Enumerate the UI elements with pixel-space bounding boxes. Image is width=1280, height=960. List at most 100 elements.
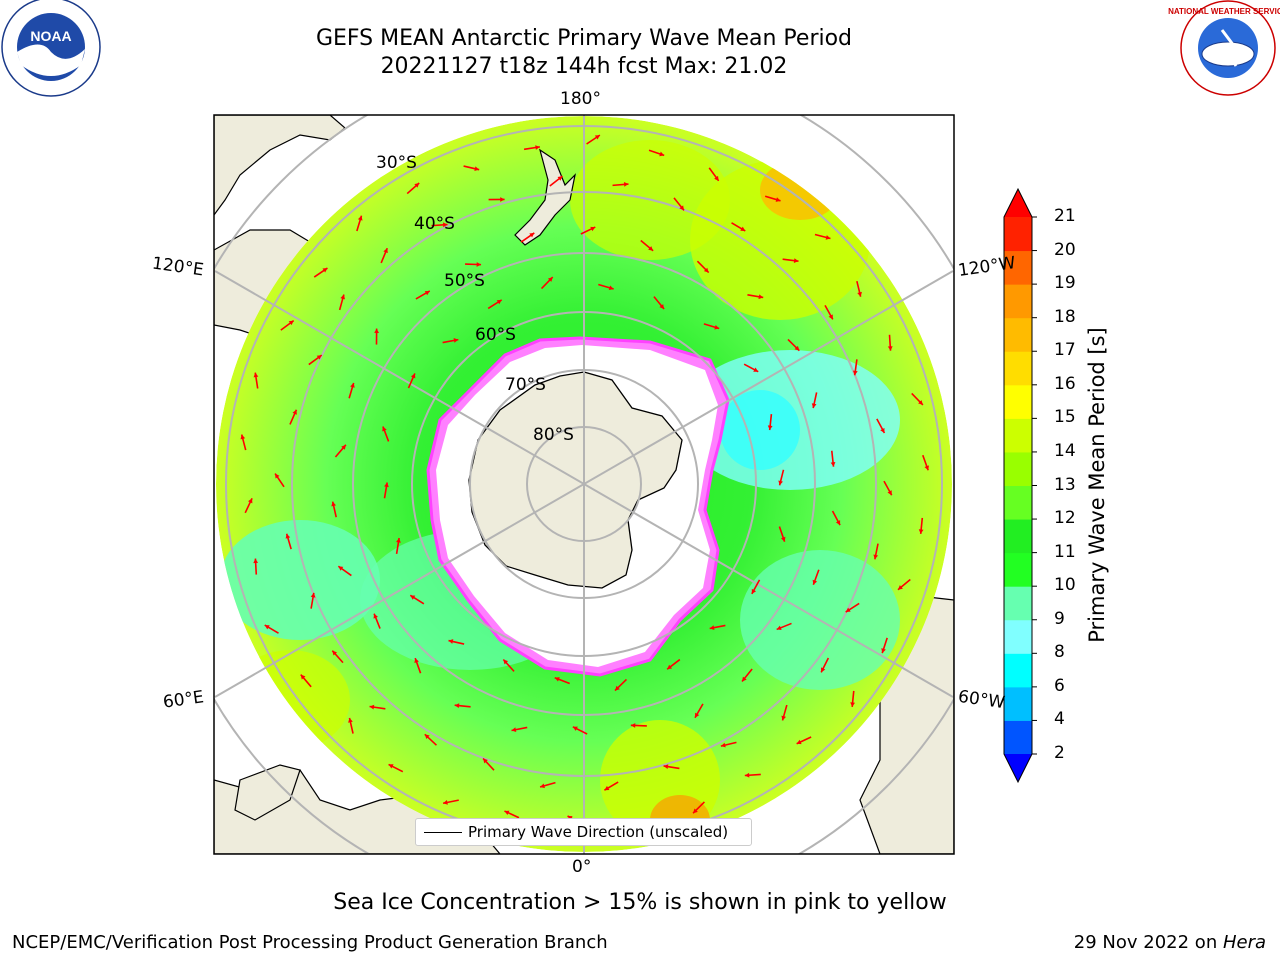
- wave-arrow-head: [679, 205, 685, 211]
- colorbar-tick-label: 12: [1054, 508, 1076, 529]
- wave-arrow-head: [547, 277, 553, 282]
- madagascar-land: [234, 764, 301, 821]
- colorbar-tick-label: 6: [1054, 675, 1065, 696]
- wave-arrow-head: [780, 536, 786, 542]
- map-frame: [213, 114, 955, 855]
- colorbar-segment: [1004, 519, 1032, 554]
- wave-arrow-head: [852, 370, 858, 376]
- wave-arrow-head: [474, 166, 480, 172]
- wave-arrow-head: [881, 648, 886, 654]
- map-area: [214, 115, 954, 854]
- wave-arrow-head: [340, 294, 346, 300]
- wave-arrow-head: [554, 677, 560, 682]
- colorbar-segment: [1004, 284, 1032, 319]
- wave-arrow-head: [659, 304, 665, 310]
- wave-arrow-head: [648, 246, 654, 251]
- wave-arrow-head: [835, 520, 841, 526]
- wave-arrow-head: [714, 324, 720, 330]
- wave-arrow-head: [369, 704, 375, 710]
- colorbar-tick-label: 8: [1054, 642, 1065, 663]
- wave-arrow-head: [535, 145, 540, 150]
- sea-ice-caption: Sea Ice Concentration > 15% is shown in …: [333, 890, 947, 915]
- chart-title: GEFS MEAN Antarctic Primary Wave Mean Pe…: [315, 26, 853, 51]
- wave-arrow-head: [453, 338, 459, 343]
- wave-arrow-head: [285, 533, 291, 539]
- lon-label-180: 180°: [560, 89, 601, 109]
- lon-label-0: 0°: [572, 857, 592, 877]
- wave-arrow-head: [383, 248, 388, 254]
- wave-arrow-head: [331, 501, 336, 507]
- wave-arrow-head: [857, 291, 862, 297]
- wave-arrow-head: [540, 783, 545, 789]
- wave-arrow-head: [825, 235, 831, 240]
- colorbar-tick-label: 21: [1054, 206, 1076, 226]
- wave-arrow-head: [740, 226, 746, 231]
- wave-arrow-head: [812, 579, 818, 585]
- colorbar-segment: [1004, 586, 1032, 621]
- wave-arrow-head: [322, 268, 328, 273]
- wave-direction-arrows: [240, 134, 929, 828]
- wave-arrow-head: [793, 258, 799, 264]
- wave-arrow-head: [500, 197, 505, 202]
- colorbar-tick-label: 14: [1054, 440, 1076, 461]
- wave-arrow-head: [663, 764, 669, 769]
- colorbar-segment: [1004, 451, 1032, 486]
- wave-arrow-head: [410, 595, 416, 600]
- wave-arrow-head: [292, 409, 297, 415]
- wave-arrow-head: [529, 232, 535, 238]
- wave-arrow-head: [753, 367, 759, 372]
- wave-arrow-head: [714, 175, 719, 181]
- footer-date: 29 Nov 2022 on Hera: [1074, 932, 1266, 953]
- wave-arrow-head: [845, 607, 851, 613]
- wave-arrow-head: [382, 426, 387, 432]
- wave-arrow-head: [442, 222, 448, 228]
- new-zealand-land: [514, 148, 576, 246]
- wave-arrow-head: [850, 702, 855, 707]
- wave-arrow-head: [248, 498, 253, 504]
- colorbar-extend-max: [1004, 189, 1032, 217]
- wave-arrow-head: [887, 490, 892, 496]
- wave-arrow-head: [410, 373, 416, 379]
- wave-arrow-head: [557, 176, 563, 181]
- lat-label-80s: 80°S: [533, 425, 574, 445]
- colorbar-tick-label: 19: [1054, 273, 1076, 294]
- wave-arrow-head: [873, 554, 879, 560]
- wave-arrow-head: [703, 267, 709, 273]
- wave-arrow-head: [240, 434, 246, 440]
- wave-arrow-head: [918, 400, 923, 405]
- colorbar-tick-label: 15: [1054, 407, 1076, 428]
- australia-land: [214, 115, 346, 217]
- wave-arrow-head: [454, 703, 460, 709]
- wave-arrow-head: [659, 151, 665, 157]
- wave-arrow-head: [275, 473, 280, 479]
- wave-arrow-head: [767, 425, 773, 431]
- colorbar-segment: [1004, 686, 1032, 721]
- wave-arrow-head: [350, 382, 355, 388]
- colorbar-tick-label: 10: [1054, 575, 1076, 596]
- wave-arrow-head: [496, 299, 502, 305]
- wave-arrow-head: [448, 639, 454, 644]
- wave-arrow-head: [357, 215, 363, 221]
- footer-producer: NCEP/EMC/Verification Post Processing Pr…: [12, 932, 608, 953]
- nws-logo-text: NATIONAL WEATHER SERVICE: [1168, 7, 1280, 16]
- colorbar-segment: [1004, 217, 1032, 252]
- chart-subtitle: 20221127 t18z 144h fcst Max: 21.02: [380, 54, 788, 79]
- nws-logo: NATIONAL WEATHER SERVICE: [1168, 0, 1280, 96]
- wave-arrow-head: [373, 613, 378, 619]
- colorbar-segment: [1004, 653, 1032, 688]
- wave-arrow-head: [310, 592, 316, 598]
- wave-arrow-head: [604, 785, 610, 791]
- wave-arrow-head: [794, 345, 800, 351]
- legend-label: Primary Wave Direction (unscaled): [468, 823, 729, 841]
- wave-arrow-head: [828, 314, 833, 320]
- wave-arrow-head: [830, 462, 836, 467]
- colorbar-segment: [1004, 384, 1032, 419]
- lat-label-70s: 70°S: [505, 375, 546, 395]
- wave-arrow-head: [693, 808, 698, 814]
- wave-arrow-head: [880, 427, 885, 433]
- colorbar-segment: [1004, 317, 1032, 352]
- colorbar-tick-label: 18: [1054, 306, 1076, 327]
- wave-arrow-head: [897, 585, 903, 590]
- wave-arrow-head: [887, 346, 893, 351]
- wave-arrow-head: [796, 739, 802, 745]
